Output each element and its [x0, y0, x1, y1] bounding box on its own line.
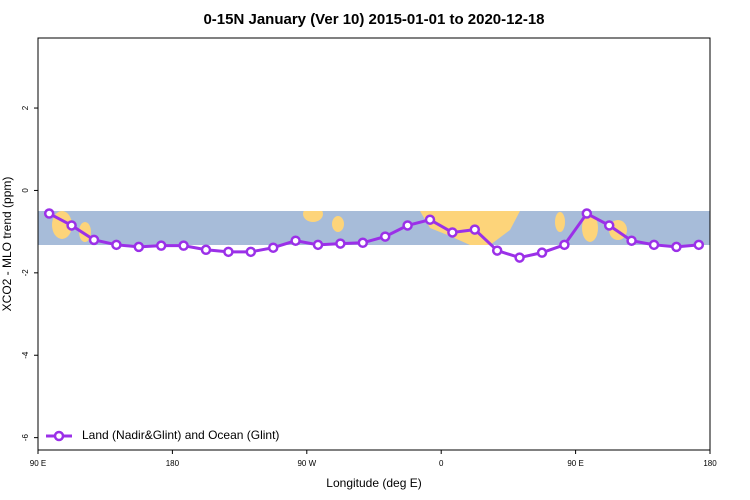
data-point [447, 227, 458, 238]
x-tick-label: 0 [439, 459, 444, 468]
data-point [223, 246, 234, 258]
data-point [43, 208, 55, 219]
x-tick-label: 180 [703, 459, 717, 468]
data-point [290, 235, 301, 246]
x-tick-label: 90 W [297, 459, 316, 468]
data-point [357, 237, 369, 249]
data-point [671, 241, 682, 253]
data-point [469, 224, 481, 235]
data-point [648, 239, 660, 251]
data-point [603, 220, 615, 231]
x-tick-label: 90 E [30, 459, 46, 468]
data-point [335, 238, 346, 249]
data-point [200, 244, 212, 256]
data-point [559, 239, 570, 251]
data-point [155, 240, 167, 251]
data-point [491, 245, 503, 256]
data-point [178, 240, 189, 251]
x-axis-label: Longitude (deg E) [326, 476, 421, 490]
data-point [581, 208, 593, 219]
legend-marker [53, 430, 65, 442]
chart-title: 0-15N January (Ver 10) 2015-01-01 to 202… [203, 11, 544, 28]
data-point [312, 239, 324, 251]
data-point [514, 252, 525, 263]
data-point [424, 214, 436, 225]
x-tick-label: 90 E [567, 459, 583, 468]
data-point [379, 231, 391, 242]
data-point [626, 235, 637, 246]
y-tick-label: 0 [21, 188, 30, 193]
plot-frame [37, 37, 711, 451]
data-point [402, 220, 413, 231]
data-point [88, 234, 100, 246]
data-point [133, 241, 145, 253]
data-point [66, 220, 77, 231]
data-point [245, 246, 257, 258]
y-tick-label: -4 [21, 351, 30, 359]
y-tick-label: -6 [21, 434, 30, 442]
y-axis-label: XCO2 - MLO trend (ppm) [0, 177, 14, 312]
data-point [536, 247, 548, 258]
y-tick-label: 2 [21, 105, 30, 110]
data-point [267, 242, 279, 253]
y-tick-label: -2 [21, 269, 30, 277]
data-point [693, 239, 705, 251]
x-tick-label: 180 [166, 459, 180, 468]
data-point [111, 239, 122, 251]
legend-label: Land (Nadir&Glint) and Ocean (Glint) [82, 428, 279, 442]
